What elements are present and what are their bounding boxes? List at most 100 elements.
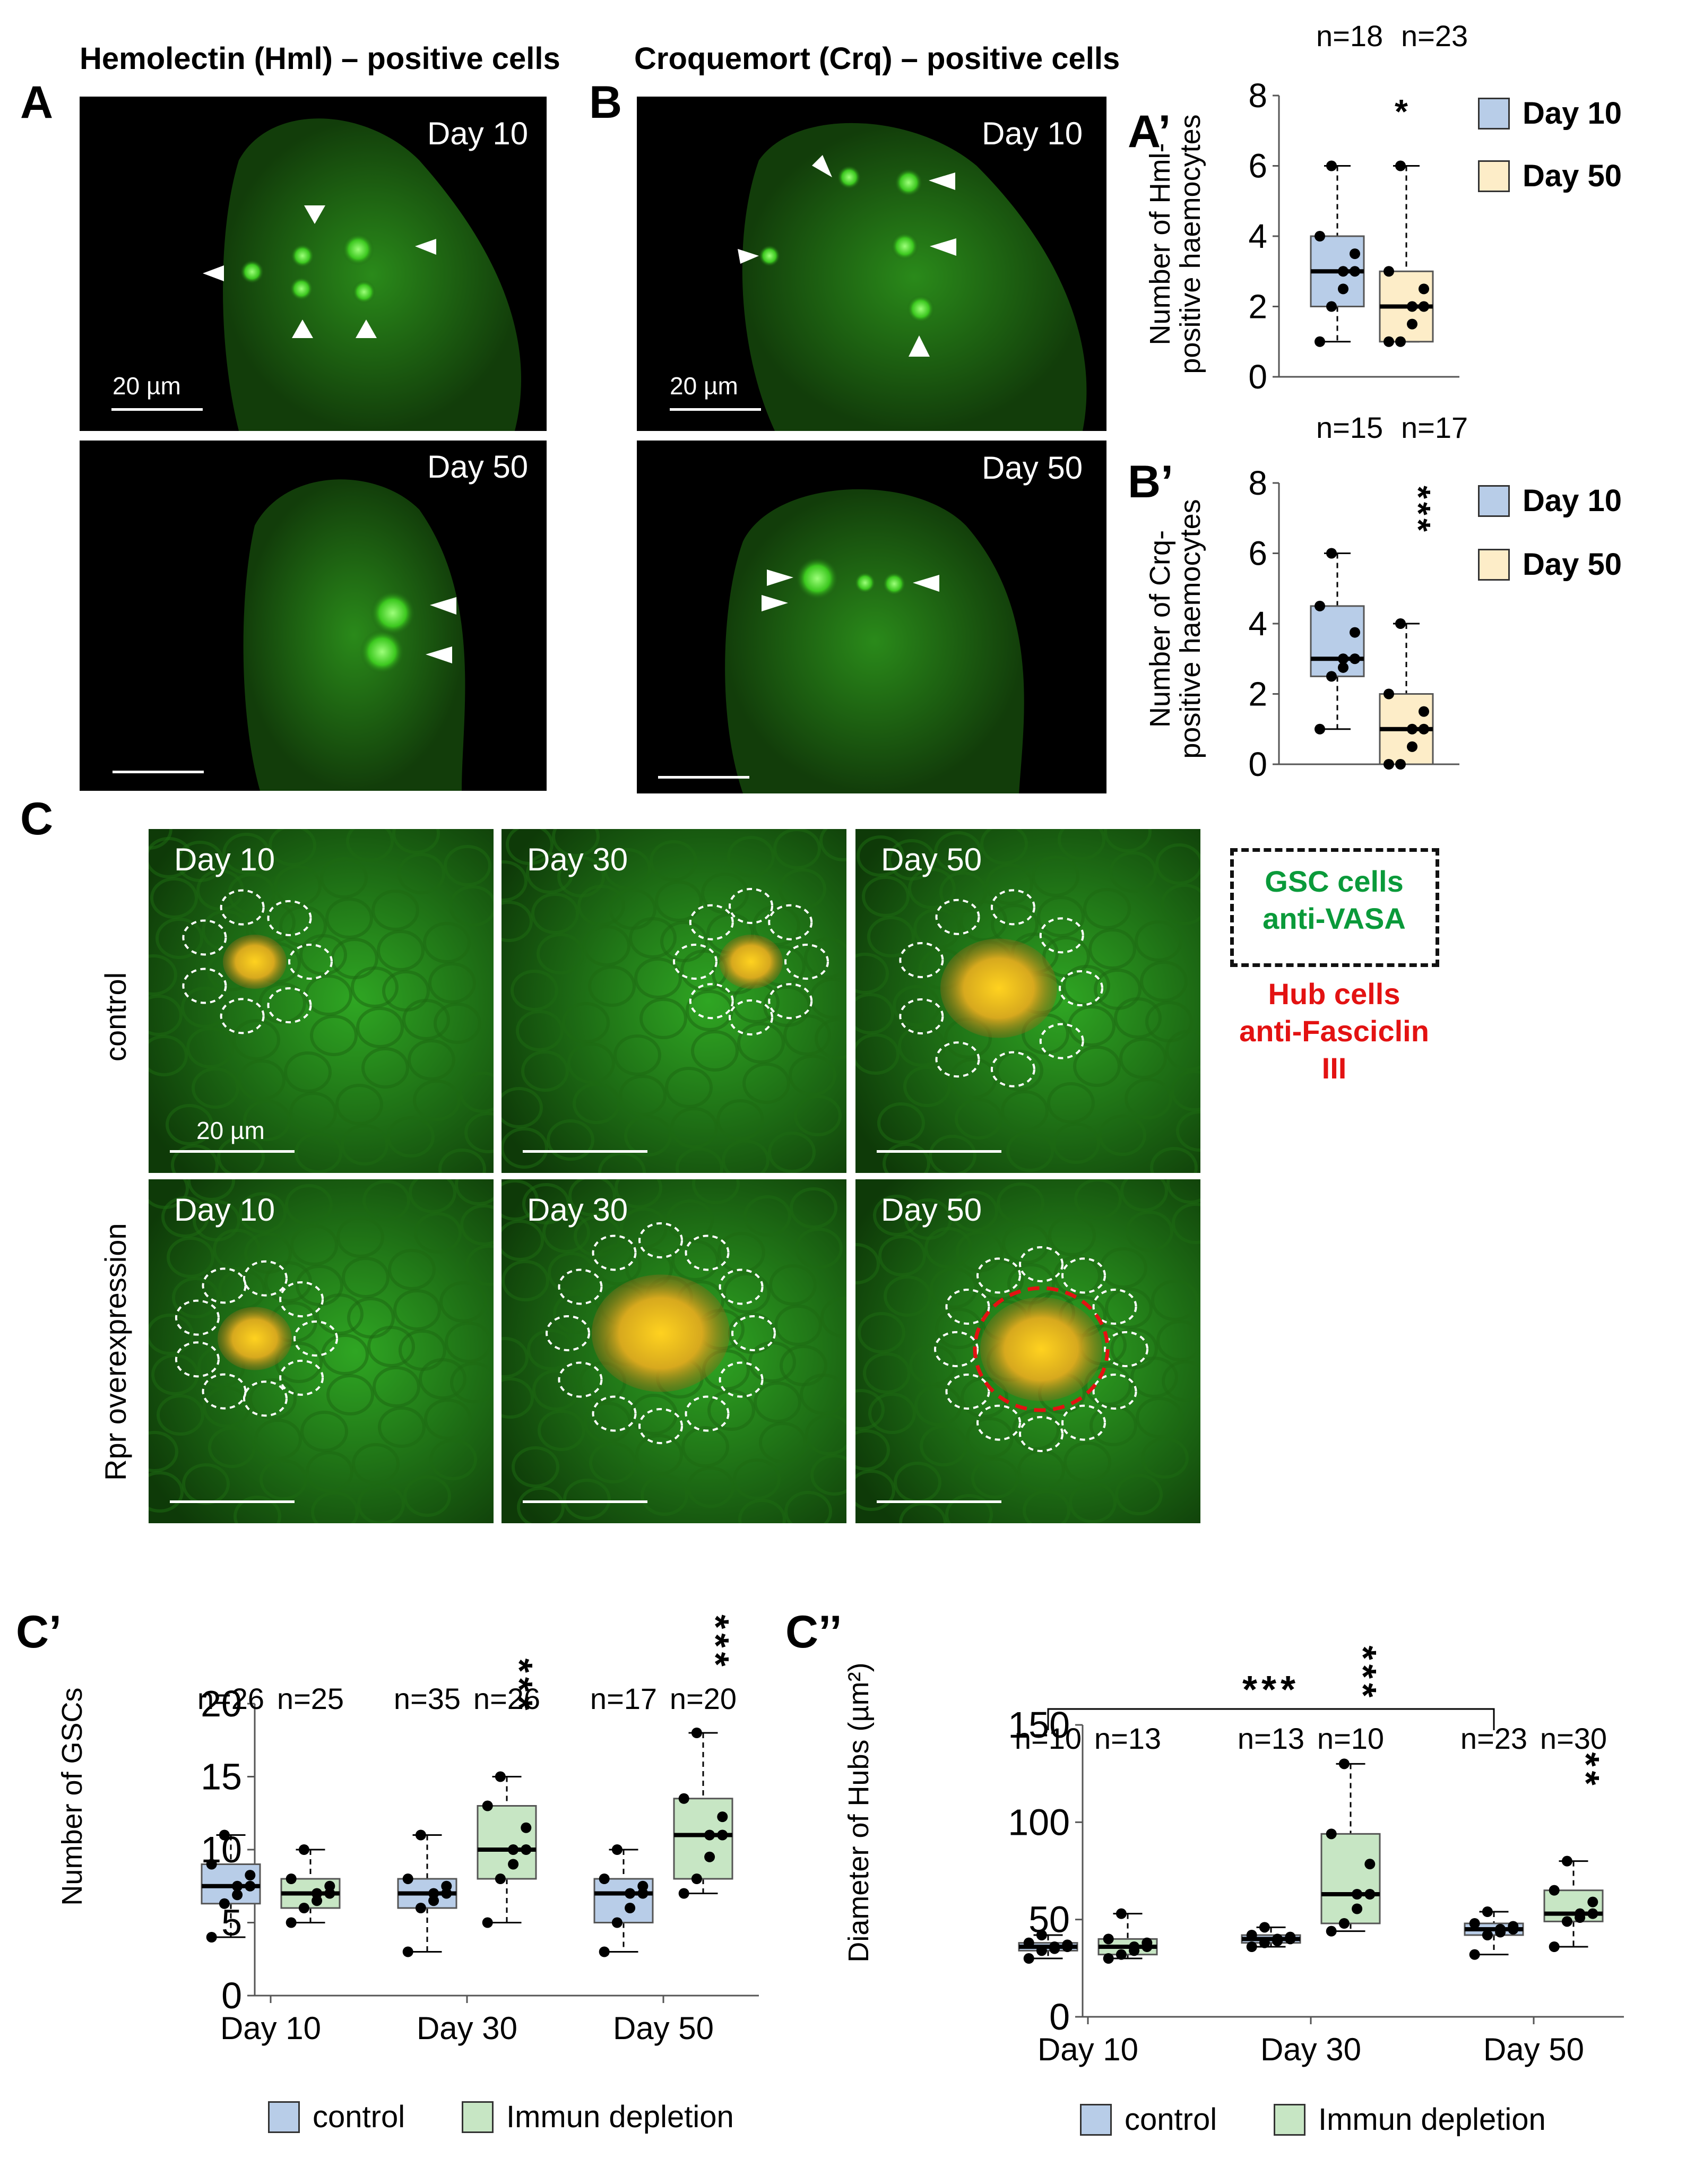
- x-tick-label: Day 30: [417, 2010, 517, 2046]
- data-point: [1350, 627, 1360, 638]
- panel-b-title: Croquemort (Crq) – positive cells: [634, 41, 1120, 76]
- chart-c-prime: 0 5 10 15 20 Day 10 n=26 n=25 Day 30 n=35 n=26 *** D…: [159, 1592, 769, 2070]
- data-point: [508, 1844, 519, 1855]
- day-label: Day 10: [427, 116, 529, 151]
- legend-day10: Day 10: [1478, 483, 1622, 519]
- data-point: [1338, 662, 1348, 673]
- data-point: [1338, 266, 1348, 277]
- plot: 0 2 4 6 8: [1248, 76, 1459, 396]
- y-tick-label: 15: [201, 1756, 242, 1798]
- data-point: [206, 1859, 217, 1870]
- legend-swatch: [462, 2101, 494, 2133]
- box: [477, 1805, 537, 1880]
- micrograph-a-day10: Day 10 20 µm: [80, 97, 547, 431]
- data-point: [678, 1888, 689, 1899]
- data-point: [1587, 1908, 1598, 1919]
- row-label-rpr: Rpr overexpression: [99, 1223, 132, 1481]
- legend-immun: Immun depletion: [1274, 2102, 1546, 2137]
- data-point: [599, 1946, 610, 1957]
- data-point: [1352, 1903, 1363, 1914]
- data-point: [1062, 1939, 1073, 1950]
- data-point: [495, 1771, 506, 1782]
- legend-control: control: [268, 2099, 405, 2135]
- micrograph-c-control-0: Day 10 20 µm: [149, 829, 494, 1173]
- micrograph-c-rpr-0: Day 10: [149, 1179, 494, 1523]
- data-point: [1326, 1926, 1337, 1937]
- scale-bar: [670, 408, 761, 411]
- n-label: n=18: [1316, 19, 1384, 53]
- data-point: [1395, 759, 1406, 770]
- day-label: Day 50: [881, 1192, 982, 1228]
- data-point: [1259, 1937, 1270, 1948]
- data-point: [1587, 1896, 1598, 1907]
- legend-swatch: [1274, 2103, 1305, 2136]
- data-point: [625, 1903, 636, 1913]
- data-point: [232, 1889, 243, 1901]
- data-point: [1352, 1889, 1363, 1900]
- data-point: [1326, 671, 1337, 682]
- legend-day50: Day 50: [1478, 547, 1622, 582]
- data-point: [1407, 301, 1417, 312]
- data-point: [1338, 653, 1348, 664]
- data-point: [428, 1895, 439, 1906]
- micrograph-a-day50: Day 50: [80, 441, 547, 791]
- legend-swatch: [268, 2101, 300, 2133]
- row-label-control: control: [99, 972, 132, 1061]
- scale-bar: [111, 408, 203, 411]
- scale-bar: [113, 771, 204, 773]
- y-tick-label: 8: [1248, 76, 1267, 115]
- data-point: [1350, 266, 1360, 277]
- data-point: [232, 1880, 243, 1892]
- data-point: [1575, 1912, 1586, 1923]
- data-point: [324, 1880, 335, 1892]
- legend-swatch: [1478, 160, 1510, 192]
- data-point: [482, 1917, 493, 1928]
- data-point: [1549, 1941, 1560, 1952]
- n-label: n=13: [1238, 1722, 1304, 1755]
- legend-hub: Hub cells anti-Fasciclin III: [1239, 977, 1429, 1085]
- data-point: [521, 1844, 532, 1855]
- data-point: [1036, 1930, 1047, 1940]
- significance-star: ***: [499, 1659, 540, 1715]
- day-label: Day 30: [527, 842, 628, 877]
- legend-day50: Day 50: [1478, 158, 1622, 194]
- data-point: [1049, 1943, 1060, 1954]
- panel-label-a-prime: A’: [1128, 106, 1171, 157]
- legend-swatch: [1478, 485, 1510, 517]
- data-point: [1315, 723, 1325, 735]
- y-axis-label: Number of Hml-positive haemocytes: [1144, 114, 1206, 374]
- data-point: [1129, 1945, 1140, 1956]
- data-point: [1384, 336, 1394, 347]
- data-point: [245, 1870, 256, 1881]
- data-point: [219, 1898, 230, 1909]
- y-axis-label: Diameter of Hubs (µm²): [843, 1662, 875, 1963]
- x-tick-label: Day 10: [1037, 2032, 1138, 2067]
- data-point: [1419, 283, 1429, 295]
- scale-bar: [877, 1500, 1001, 1503]
- significance-star: **: [1566, 1752, 1607, 1789]
- y-tick-label: 0: [1248, 358, 1267, 396]
- legend-gsc: GSC cells anti-VASA: [1263, 865, 1406, 935]
- y-tick-label: 4: [1248, 217, 1267, 255]
- data-point: [206, 1932, 217, 1943]
- y-tick-label: 0: [1049, 1996, 1070, 2038]
- data-point: [1246, 1941, 1257, 1952]
- chart-c-double-prime: 0 50 100 150 Day 10 n=10 n=13 Day 30 n=13 n=10 ***…: [961, 1529, 1635, 2070]
- y-tick-label: 0: [221, 1975, 242, 2016]
- legend-swatch: [1080, 2103, 1112, 2136]
- data-point: [1384, 266, 1394, 277]
- n-label: n=15: [1316, 411, 1384, 444]
- data-point: [1338, 283, 1348, 295]
- y-tick-label: 2: [1248, 288, 1267, 326]
- significance-star: ***: [1343, 1645, 1384, 1702]
- n-label: n=13: [1094, 1722, 1161, 1755]
- y-tick-label: 2: [1248, 675, 1267, 713]
- y-tick-label: 150: [1008, 1704, 1070, 1746]
- data-point: [1103, 1933, 1114, 1945]
- y-tick-label: 8: [1248, 464, 1267, 502]
- data-point: [1407, 318, 1417, 330]
- panel-label-a: A: [20, 77, 54, 128]
- scale-bar-label: 20 µm: [113, 372, 181, 400]
- data-point: [1326, 548, 1337, 559]
- data-point: [717, 1829, 728, 1841]
